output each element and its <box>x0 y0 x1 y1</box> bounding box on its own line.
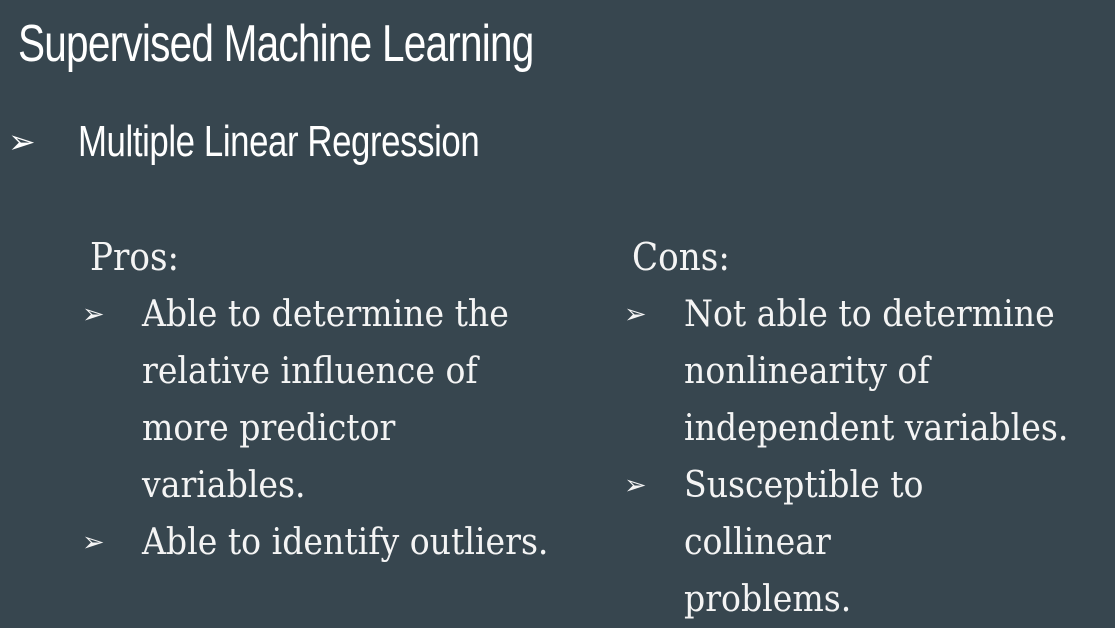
cons-heading: Cons: <box>632 235 730 279</box>
arrow-bullet-icon: ➢ <box>82 299 105 330</box>
cons-column: Cons: ➢ Not able to determine nonlineari… <box>624 228 1112 628</box>
pros-list: ➢ Able to determine the relative influen… <box>82 286 590 571</box>
list-item: ➢ Susceptible to collinear problems. <box>624 457 1112 628</box>
pros-item-text: Able to identify outliers. <box>142 522 549 563</box>
arrow-bullet-icon: ➢ <box>624 470 647 501</box>
pros-item-text: Able to determine the relative influence… <box>142 294 509 506</box>
slide-subtitle: Multiple Linear Regression <box>78 117 480 166</box>
slide: Supervised Machine Learning ➢ Multiple L… <box>8 15 1068 620</box>
pros-column: Pros: ➢ Able to determine the relative i… <box>82 228 590 571</box>
arrow-bullet-icon: ➢ <box>8 122 36 161</box>
list-item: ➢ Able to identify outliers. <box>82 514 590 571</box>
list-item: ➢ Able to determine the relative influen… <box>82 286 590 514</box>
slide-title: Supervised Machine Learning <box>18 15 534 73</box>
cons-list: ➢ Not able to determine nonlinearity of … <box>624 286 1112 628</box>
cons-item-text: Susceptible to collinear problems. <box>684 465 924 620</box>
list-item: ➢ Not able to determine nonlinearity of … <box>624 286 1112 457</box>
cons-item-text: Not able to determine nonlinearity of in… <box>684 294 1069 449</box>
arrow-bullet-icon: ➢ <box>82 527 105 558</box>
arrow-bullet-icon: ➢ <box>624 299 647 330</box>
pros-heading: Pros: <box>90 235 180 279</box>
subtitle-row: ➢ Multiple Linear Regression <box>8 112 586 172</box>
